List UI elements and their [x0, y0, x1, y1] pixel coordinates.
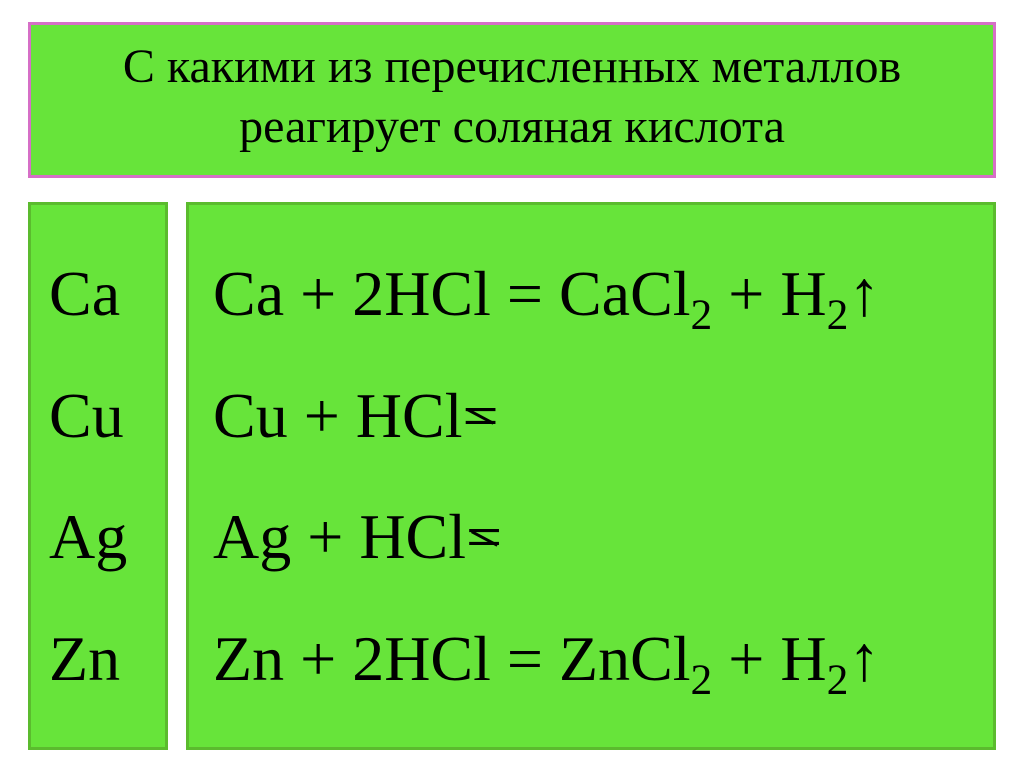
- eq1-acid: HCl: [384, 258, 491, 329]
- content-row: Ca Cu Ag Zn Ca + 2HCl = CaCl2 + H2↑ Cu +…: [28, 202, 996, 750]
- eq1-prod2: H: [780, 258, 826, 329]
- eq1-prod1: CaCl: [559, 258, 691, 329]
- eq4-lhs: Zn: [213, 623, 284, 694]
- eq1-coef: 2: [352, 258, 384, 329]
- eq4-acid: HCl: [384, 623, 491, 694]
- eq4-sub2: 2: [827, 656, 849, 704]
- element-cu: Cu: [49, 355, 157, 477]
- not-equal-icon: =: [466, 476, 502, 598]
- eq1-plus2: +: [712, 258, 780, 329]
- eq1-lhs: Ca: [213, 258, 284, 329]
- up-arrow-icon: ↑: [848, 258, 880, 329]
- eq2-lhs: Cu: [213, 380, 288, 451]
- eq1-sub1: 2: [691, 291, 713, 339]
- eq4-prod2: H: [780, 623, 826, 694]
- eq4-coef: 2: [352, 623, 384, 694]
- equation-ag: Ag + HCl =: [213, 476, 973, 598]
- eq3-lhs: Ag: [213, 501, 291, 572]
- eq1-sub2: 2: [827, 291, 849, 339]
- eq1-plus1: +: [284, 258, 352, 329]
- equation-zn: Zn + 2HCl = ZnCl2 + H2↑: [213, 598, 973, 720]
- eq2-acid: HCl: [356, 380, 463, 451]
- title-line-2: реагирует соляная кислота: [239, 100, 785, 153]
- equations-column: Ca + 2HCl = CaCl2 + H2↑ Cu + HCl = Ag + …: [186, 202, 996, 750]
- eq4-prod1: ZnCl: [559, 623, 691, 694]
- eq4-plus2: +: [712, 623, 780, 694]
- eq2-plus1: +: [288, 380, 356, 451]
- eq1-eqsign: =: [491, 258, 559, 329]
- eq4-sub1: 2: [691, 656, 713, 704]
- title-line-1: С какими из перечисленных металлов: [123, 40, 901, 93]
- element-zn: Zn: [49, 598, 157, 720]
- eq3-acid: HCl: [359, 501, 466, 572]
- element-ag: Ag: [49, 476, 157, 598]
- eq4-plus1: +: [284, 623, 352, 694]
- elements-column: Ca Cu Ag Zn: [28, 202, 168, 750]
- equation-cu: Cu + HCl =: [213, 355, 973, 477]
- up-arrow-icon: ↑: [848, 623, 880, 694]
- eq4-eqsign: =: [491, 623, 559, 694]
- equation-ca: Ca + 2HCl = CaCl2 + H2↑: [213, 233, 973, 355]
- not-equal-icon: =: [462, 355, 498, 477]
- eq3-plus1: +: [291, 501, 359, 572]
- element-ca: Ca: [49, 233, 157, 355]
- slide: С какими из перечисленных металлов реаги…: [0, 0, 1024, 768]
- title-box: С какими из перечисленных металлов реаги…: [28, 22, 996, 178]
